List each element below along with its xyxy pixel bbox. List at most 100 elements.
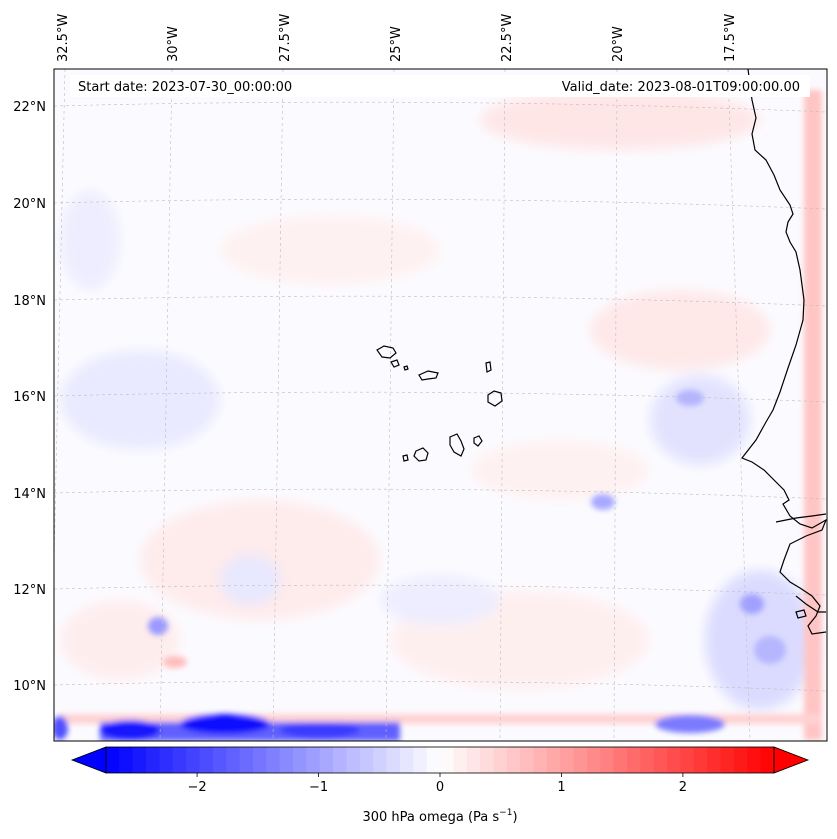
colorbar-segment — [747, 747, 762, 773]
lat-label: 12°N — [13, 583, 46, 598]
parallel-line — [54, 198, 827, 210]
colorbar-segment — [266, 747, 281, 773]
parallel-line — [54, 584, 827, 596]
cape-verde-sal — [485, 361, 492, 373]
colorbar-segment — [520, 747, 535, 773]
omega-boundary-blue-core — [100, 720, 160, 740]
colorbar-segment — [453, 747, 468, 773]
lon-label: 30°W — [166, 26, 181, 62]
cape-verde-maio — [473, 435, 483, 447]
colorbar-segment — [573, 747, 588, 773]
colorbar-ticks: −2 −1 0 1 2 — [188, 773, 687, 795]
colorbar-segment — [613, 747, 628, 773]
cape-verde-boa-vista — [487, 390, 503, 407]
colorbar-segment — [480, 747, 495, 773]
colorbar-tick-label: 1 — [557, 780, 565, 795]
cape-verde-brava — [402, 454, 409, 462]
omega-boundary-red-strip — [60, 714, 820, 724]
lat-label: 16°N — [13, 390, 46, 405]
start-date: Start date: 2023-07-30_00:00:00 — [78, 80, 292, 95]
cape-verde-sao-vicente — [390, 359, 400, 368]
colorbar-segment — [212, 747, 227, 773]
cape-verde-santiago — [449, 433, 465, 457]
colorbar-segment — [386, 747, 401, 773]
colorbar-segment — [399, 747, 414, 773]
valid-date: Valid_date: 2023-08-01T09:00:00.00 — [562, 80, 800, 95]
cape-verde-sao-nicolau — [418, 370, 439, 381]
colorbar-segment — [199, 747, 214, 773]
colorbar-segment — [466, 747, 481, 773]
colorbar-segment — [132, 747, 147, 773]
colorbar-segment — [586, 747, 601, 773]
omega-negative-core — [591, 494, 615, 510]
meridian-line — [159, 69, 173, 741]
colorbar-label: 300 hPa omega (Pa s−1) — [362, 808, 517, 825]
colorbar-segment — [653, 747, 668, 773]
colorbar-segment — [106, 747, 120, 773]
lat-label: 14°N — [13, 487, 46, 502]
guinea-bissau-coast — [795, 595, 826, 613]
omega-positive-patch — [220, 215, 440, 285]
africa-coastline — [741, 69, 827, 635]
colorbar-segments — [106, 747, 775, 773]
meridian-line — [499, 69, 506, 741]
parallel-line — [54, 488, 827, 500]
meridian-line — [54, 69, 66, 576]
colorbar-tick-label: −1 — [309, 780, 328, 795]
colorbar-segment — [146, 747, 161, 773]
omega-negative-core — [676, 390, 704, 406]
omega-positive-patch — [470, 440, 650, 500]
parallel-line — [54, 101, 827, 113]
omega-positive-patch — [590, 290, 770, 370]
colorbar-segment — [627, 747, 641, 773]
colorbar-segment — [440, 747, 454, 773]
colorbar-segment — [693, 747, 708, 773]
colorbar-segment — [319, 747, 334, 773]
omega-negative-patch — [220, 555, 280, 605]
omega-boundary-blue-core — [54, 716, 68, 740]
colorbar-segment — [546, 747, 561, 773]
omega-boundary-red-strip — [804, 90, 822, 740]
lon-label: 22.5°W — [500, 14, 515, 62]
meridian-line — [272, 69, 284, 741]
cape-verde-santo-antao — [376, 345, 397, 359]
colorbar-segment — [239, 747, 254, 773]
omega-positive-core — [163, 656, 187, 668]
meridian-line — [727, 69, 751, 741]
colorbar-segment — [359, 747, 374, 773]
colorbar-segment — [600, 747, 615, 773]
lat-label: 22°N — [13, 100, 46, 115]
colorbar-segment — [333, 747, 348, 773]
omega-negative-patch — [60, 190, 120, 290]
coastlines — [376, 69, 827, 635]
lat-label: 18°N — [13, 294, 46, 309]
colorbar-segment — [159, 747, 174, 773]
colorbar-tick-label: 2 — [679, 780, 687, 795]
colorbar-segment — [533, 747, 548, 773]
colorbar-segment — [279, 747, 294, 773]
colorbar-segment — [640, 747, 655, 773]
meridian-line — [613, 69, 618, 741]
omega-positive-patch — [60, 600, 180, 680]
parallel-line — [54, 295, 827, 307]
colorbar-segment — [293, 747, 307, 773]
lon-label: 27.5°W — [278, 14, 293, 62]
colorbar-segment — [680, 747, 695, 773]
colorbar-label-exp: −1 — [499, 808, 512, 818]
bijagos-island — [795, 609, 807, 619]
colorbar-segment — [306, 747, 321, 773]
colorbar-tick-label: −2 — [188, 780, 207, 795]
omega-negative-patch — [380, 575, 500, 625]
colorbar-segment — [119, 747, 134, 773]
colorbar-segment — [186, 747, 201, 773]
colorbar-label-main: 300 hPa omega (Pa s — [362, 810, 499, 825]
colorbar-segment — [667, 747, 682, 773]
cape-verde-fogo — [413, 447, 429, 462]
graticule — [54, 69, 827, 741]
colorbar-tick-label: 0 — [436, 780, 444, 795]
colorbar-segment — [373, 747, 388, 773]
parallel-line — [54, 680, 827, 692]
colorbar-segment — [720, 747, 735, 773]
omega-negative-patch — [650, 375, 750, 465]
lon-label: 17.5°W — [723, 14, 738, 62]
